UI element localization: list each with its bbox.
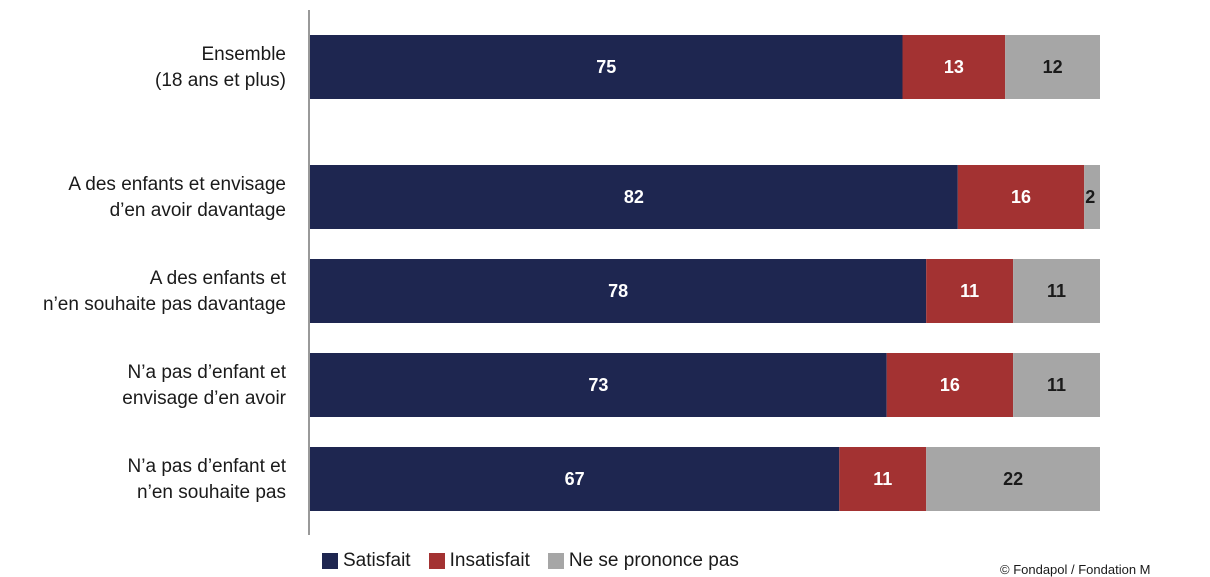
bar-segment-ne-se-prononce-pas [926, 447, 1100, 511]
data-label-satisfait: 75 [596, 57, 616, 77]
data-label-ne-se-prononce-pas: 12 [1043, 57, 1063, 77]
data-label-insatisfait: 11 [873, 469, 892, 489]
bar-segment-ne-se-prononce-pas [1084, 165, 1100, 229]
category-label-line: (18 ans et plus) [155, 70, 286, 91]
bar-segment-insatisfait [957, 165, 1085, 229]
legend-item-ne-se-prononce-pas: Ne se prononce pas [547, 550, 739, 572]
data-label-satisfait: 82 [624, 187, 644, 207]
bar-segment-insatisfait [839, 447, 927, 511]
data-label-ne-se-prononce-pas: 2 [1085, 187, 1095, 207]
data-label-ne-se-prononce-pas: 22 [1003, 469, 1023, 489]
category-label-line: A des enfants et envisage [68, 174, 286, 195]
legend-label-insatisfait: Insatisfait [449, 550, 530, 571]
category-label: A des enfants et envisage d’en avoir dava… [68, 174, 286, 221]
bar-segment-ne-se-prononce-pas [1013, 259, 1100, 323]
bar-segment-satisfait [310, 259, 927, 323]
bar-segment-insatisfait [902, 35, 1006, 99]
legend-item-insatisfait: Insatisfait [428, 550, 530, 572]
source-credit: © Fondapol / Fondation M [1000, 562, 1151, 577]
legend-item-satisfait: Satisfait [322, 550, 411, 572]
data-label-satisfait: 78 [608, 281, 628, 301]
category-label-line: Ensemble [202, 44, 287, 65]
bar-segment-satisfait [310, 165, 958, 229]
category-label-line: n’en souhaite pas [137, 482, 286, 503]
data-label-insatisfait: 16 [940, 375, 960, 395]
data-label-insatisfait: 11 [960, 281, 979, 301]
bar-segment-insatisfait [926, 259, 1014, 323]
category-label: A des enfants et n’en souhaite pas davant… [43, 268, 287, 315]
category-label-line: d’en avoir davantage [110, 200, 286, 221]
data-label-insatisfait: 13 [944, 57, 964, 77]
category-label-line: A des enfants et [150, 268, 287, 289]
category-label-line: N’a pas d’enfant et [128, 362, 287, 383]
legend-swatch-satisfait [322, 553, 338, 569]
category-label-line: N’a pas d’enfant et [128, 456, 287, 477]
bar-segment-ne-se-prononce-pas [1013, 353, 1100, 417]
legend-swatch-ne-se-prononce-pas [547, 553, 564, 569]
bar-segment-satisfait [310, 447, 840, 511]
data-label-satisfait: 67 [565, 469, 585, 489]
legend: Satisfait Insatisfait Ne se prononce pas [322, 550, 739, 572]
category-label-line: n’en souhaite pas davantage [43, 294, 286, 315]
data-label-satisfait: 73 [588, 375, 608, 395]
bars-group: 75 13 12 82 16 2 78 11 11 73 16 11 67 11 22 [310, 35, 1100, 511]
data-label-ne-se-prononce-pas: 11 [1047, 281, 1066, 301]
bar-segment-satisfait [310, 353, 887, 417]
legend-label-satisfait: Satisfait [343, 550, 411, 571]
bar-segment-insatisfait [886, 353, 1014, 417]
data-label-ne-se-prononce-pas: 11 [1047, 375, 1066, 395]
bar-segment-satisfait [310, 35, 903, 99]
data-label-insatisfait: 16 [1011, 187, 1031, 207]
legend-label-ne-se-prononce-pas: Ne se prononce pas [568, 550, 739, 571]
category-label: N’a pas d’enfant et n’en souhaite pas [128, 456, 287, 503]
legend-swatch-insatisfait [428, 553, 445, 569]
category-label-line: envisage d’en avoir [122, 388, 286, 409]
category-label: N’a pas d’enfant et envisage d’en avoir [122, 362, 286, 409]
bar-segment-ne-se-prononce-pas [1005, 35, 1100, 99]
category-label: Ensemble (18 ans et plus) [155, 44, 286, 91]
category-labels-group: Ensemble (18 ans et plus) A des enfants et… [43, 44, 287, 503]
